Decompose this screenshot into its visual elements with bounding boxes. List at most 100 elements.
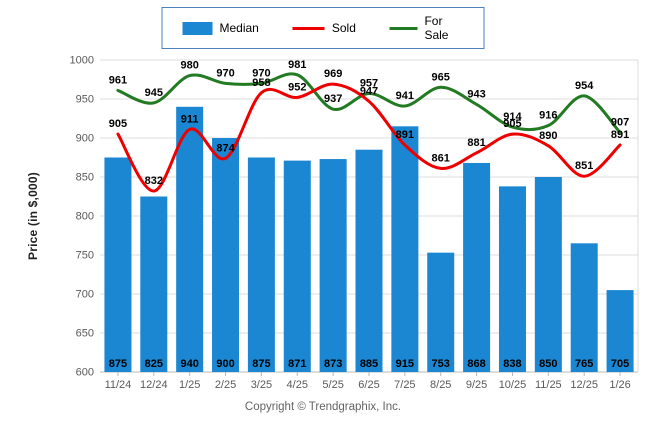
point-label: 980	[180, 60, 198, 72]
point-label: 891	[396, 129, 414, 141]
y-tick-label: 800	[76, 211, 94, 223]
sold-line	[116, 82, 622, 193]
data-labels: 905 832 911 874 958 952 969 947 891 861 881 905 890 8…	[109, 59, 629, 370]
sold-line-swatch-icon	[292, 26, 325, 30]
legend-item-for-sale: For Sale	[389, 14, 464, 42]
point-label: 970	[252, 67, 270, 79]
point-label: 907	[611, 117, 629, 129]
x-tick-label: 11/24	[105, 379, 132, 391]
for-sale-line-swatch-icon	[389, 26, 418, 30]
point-label: 952	[288, 81, 306, 93]
point-label: 947	[360, 85, 378, 97]
point-label: 981	[288, 59, 306, 71]
point-label: 941	[396, 90, 414, 102]
point-label: 881	[467, 137, 485, 149]
x-tick-label: 4/25	[287, 379, 308, 391]
bar	[247, 157, 275, 372]
y-tick-label: 650	[76, 328, 94, 340]
x-tick-label: 5/25	[322, 379, 343, 391]
point-label: 832	[145, 175, 163, 187]
bar-label: 873	[324, 358, 342, 370]
y-axis-labels: 600 650 700 750 800 850 900 950 1000	[70, 55, 94, 379]
bar-label: 850	[539, 358, 557, 370]
bar-label: 753	[432, 358, 450, 370]
legend: Median Sold For Sale	[161, 7, 485, 49]
copyright-text: Copyright © Trendgraphix, Inc.	[244, 401, 402, 413]
x-tick-label: 3/25	[251, 379, 272, 391]
bar	[212, 138, 240, 372]
median-bar-swatch-icon	[182, 21, 213, 35]
point-label: 958	[252, 77, 270, 89]
point-label: 874	[216, 142, 235, 154]
legend-item-median: Median	[182, 21, 259, 35]
x-tick-label: 9/25	[466, 379, 487, 391]
x-tick-label: 1/25	[179, 379, 200, 391]
point-label: 905	[503, 118, 521, 130]
legend-label-sold: Sold	[331, 21, 356, 35]
point-label: 970	[216, 67, 234, 79]
legend-item-sold: Sold	[292, 21, 356, 35]
bar	[176, 106, 204, 373]
x-tick-label: 10/25	[499, 379, 527, 391]
bar-label: 900	[216, 358, 234, 370]
x-tick-label: 1/26	[609, 379, 630, 391]
bar-label: 838	[503, 358, 521, 370]
y-tick-label: 750	[76, 250, 94, 262]
y-tick-label: 950	[76, 94, 94, 106]
bar-label: 915	[396, 358, 414, 370]
bar	[534, 177, 562, 372]
y-tick-label: 850	[76, 172, 94, 184]
legend-label-median: Median	[219, 21, 259, 35]
y-tick-label: 1000	[70, 55, 94, 67]
bar-label: 868	[467, 358, 485, 370]
bar	[606, 290, 634, 372]
point-label: 957	[360, 78, 378, 90]
point-label: 851	[575, 160, 593, 172]
point-label: 916	[539, 110, 557, 122]
point-label: 945	[145, 87, 163, 99]
bar-label: 885	[360, 358, 378, 370]
bar-label: 765	[575, 358, 593, 370]
bar-label: 825	[145, 358, 163, 370]
point-label: 969	[324, 68, 342, 80]
point-label: 937	[324, 93, 342, 105]
x-axis-labels: 11/24 12/24 1/25 2/25 3/25 4/25 5/25 6/25 7/25 8/…	[105, 372, 631, 391]
bar	[283, 160, 311, 372]
point-label: 965	[432, 71, 450, 83]
bar	[427, 252, 455, 372]
point-label: 914	[503, 111, 522, 123]
bar	[104, 157, 132, 372]
bar-label: 875	[252, 358, 270, 370]
bar	[570, 243, 598, 372]
bar	[140, 196, 168, 372]
bar	[463, 162, 491, 372]
x-tick-label: 8/25	[430, 379, 451, 391]
x-tick-label: 6/25	[358, 379, 379, 391]
x-tick-label: 7/25	[394, 379, 415, 391]
bar	[391, 126, 419, 372]
for-sale-line	[116, 72, 622, 135]
bar	[355, 149, 383, 372]
point-label: 943	[467, 88, 485, 100]
point-label: 905	[109, 118, 127, 130]
x-tick-label: 12/24	[140, 379, 168, 391]
median-bars	[104, 106, 634, 373]
x-tick-label: 12/25	[570, 379, 598, 391]
bar-label: 871	[288, 358, 306, 370]
x-tick-label: 2/25	[215, 379, 236, 391]
bar-label: 940	[180, 358, 198, 370]
point-label: 891	[611, 129, 629, 141]
bar	[319, 159, 347, 372]
bar-label: 875	[109, 358, 127, 370]
chart-plot: 600 650 700 750 800 850 900 950 1000 11/24 12/24 1/…	[70, 55, 639, 391]
point-label: 954	[575, 80, 594, 92]
point-label: 911	[181, 113, 199, 125]
y-tick-label: 600	[76, 367, 94, 379]
bar	[498, 186, 526, 372]
point-label: 861	[432, 152, 450, 164]
bar-label: 705	[611, 358, 629, 370]
x-tick-label: 11/25	[535, 379, 562, 391]
y-tick-label: 700	[76, 289, 94, 301]
point-label: 961	[109, 74, 127, 86]
